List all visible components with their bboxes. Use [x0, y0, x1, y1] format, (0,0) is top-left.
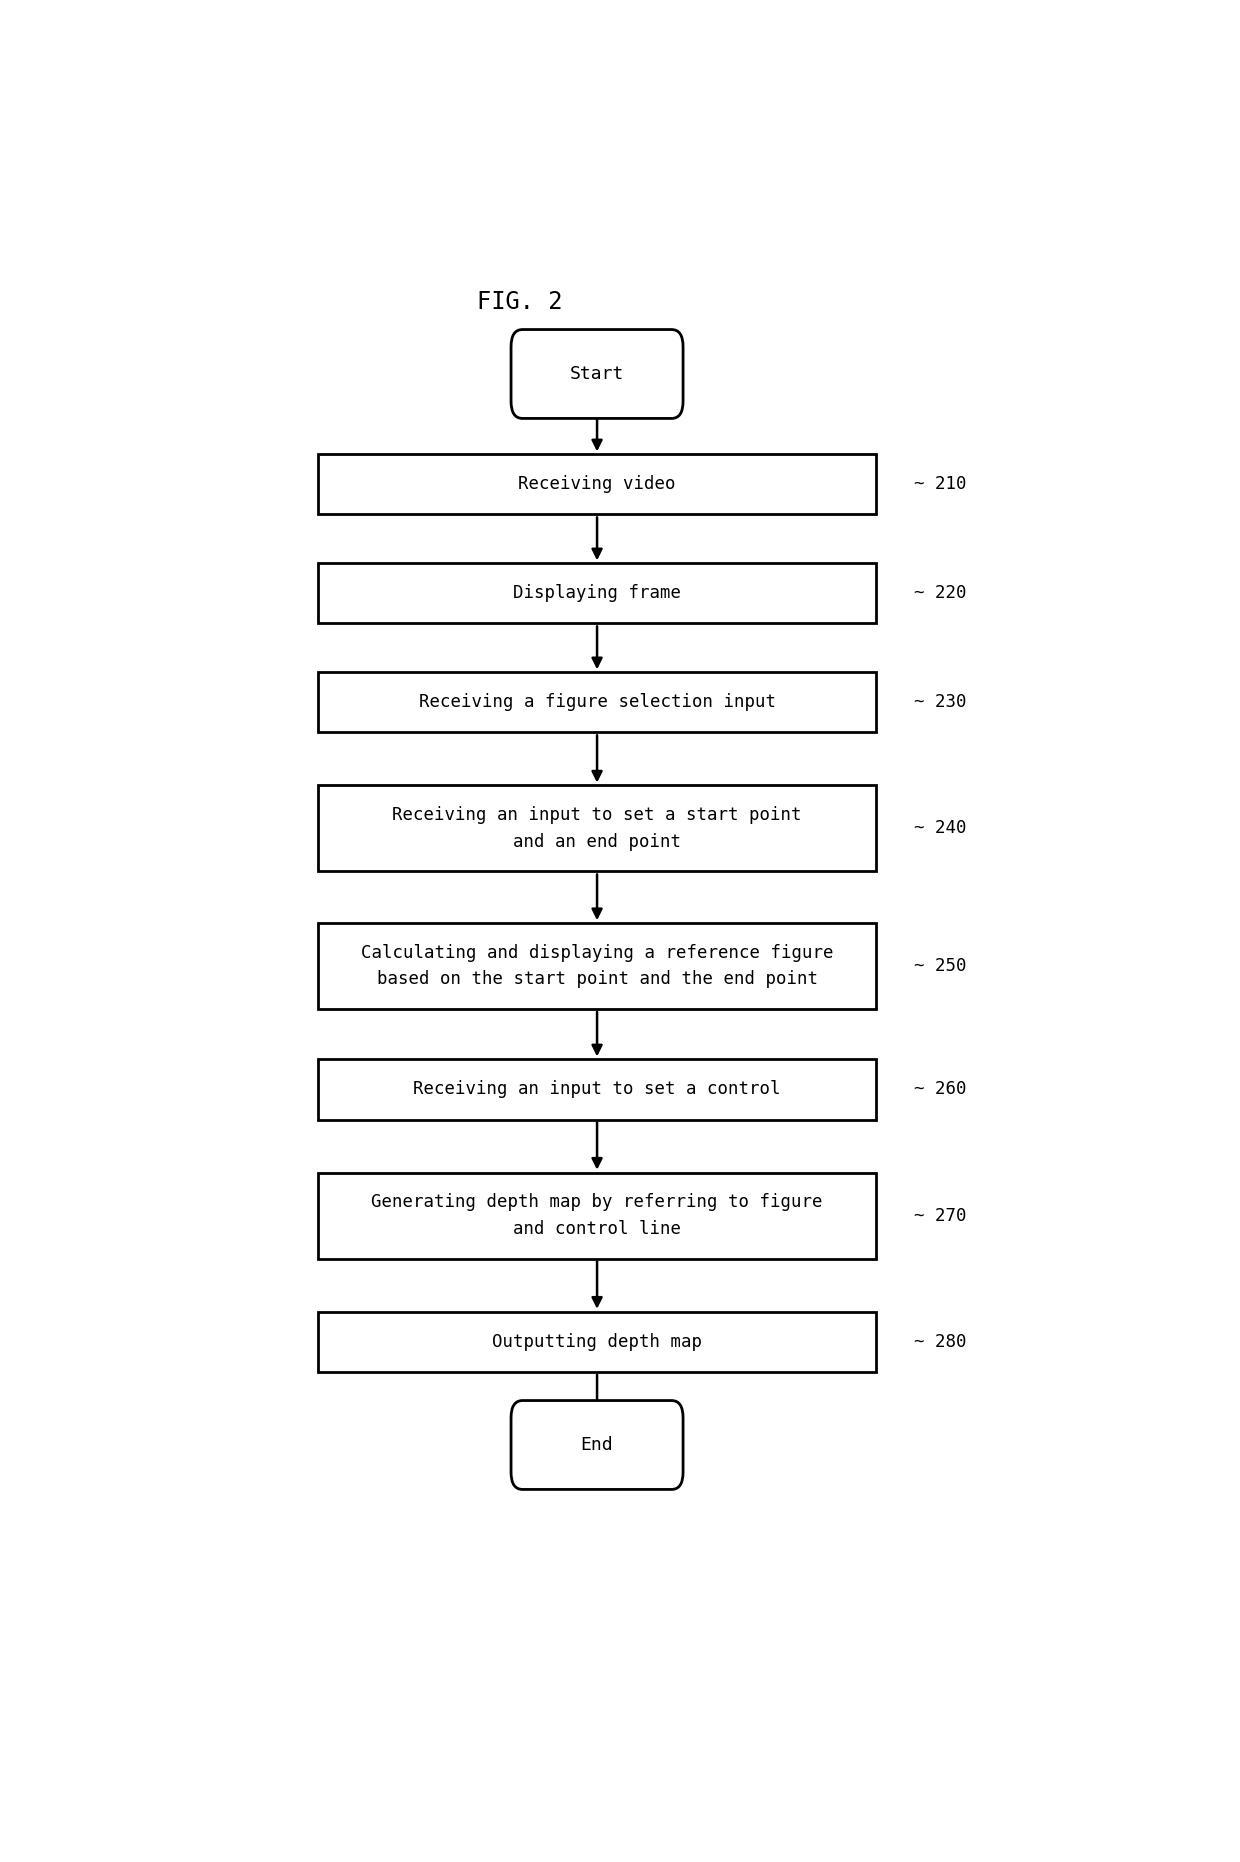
Text: ~ 270: ~ 270: [914, 1207, 967, 1225]
Text: ~ 220: ~ 220: [914, 585, 967, 601]
Text: Receiving an input to set a start point
and an end point: Receiving an input to set a start point …: [392, 806, 802, 851]
Bar: [319, 1311, 875, 1372]
Text: Displaying frame: Displaying frame: [513, 585, 681, 601]
Text: ~ 280: ~ 280: [914, 1333, 967, 1350]
Bar: [319, 1173, 875, 1259]
Bar: [319, 562, 875, 624]
FancyBboxPatch shape: [511, 1400, 683, 1490]
Text: Receiving video: Receiving video: [518, 475, 676, 493]
FancyBboxPatch shape: [511, 330, 683, 419]
Bar: [319, 454, 875, 514]
Text: Outputting depth map: Outputting depth map: [492, 1333, 702, 1350]
Text: Generating depth map by referring to figure
and control line: Generating depth map by referring to fig…: [371, 1194, 823, 1238]
Bar: [319, 924, 875, 1009]
Text: End: End: [580, 1436, 614, 1454]
Bar: [319, 672, 875, 732]
Text: ~ 240: ~ 240: [914, 819, 967, 838]
Text: Receiving an input to set a control: Receiving an input to set a control: [413, 1080, 781, 1099]
Text: ~ 250: ~ 250: [914, 957, 967, 976]
Text: Receiving a figure selection input: Receiving a figure selection input: [419, 693, 775, 711]
Text: FIG. 2: FIG. 2: [477, 290, 563, 315]
Text: Calculating and displaying a reference figure
based on the start point and the e: Calculating and displaying a reference f…: [361, 944, 833, 989]
Text: ~ 260: ~ 260: [914, 1080, 967, 1099]
Text: ~ 210: ~ 210: [914, 475, 967, 493]
Bar: [319, 786, 875, 871]
Text: ~ 230: ~ 230: [914, 693, 967, 711]
Bar: [319, 1059, 875, 1119]
Text: Start: Start: [570, 365, 624, 384]
